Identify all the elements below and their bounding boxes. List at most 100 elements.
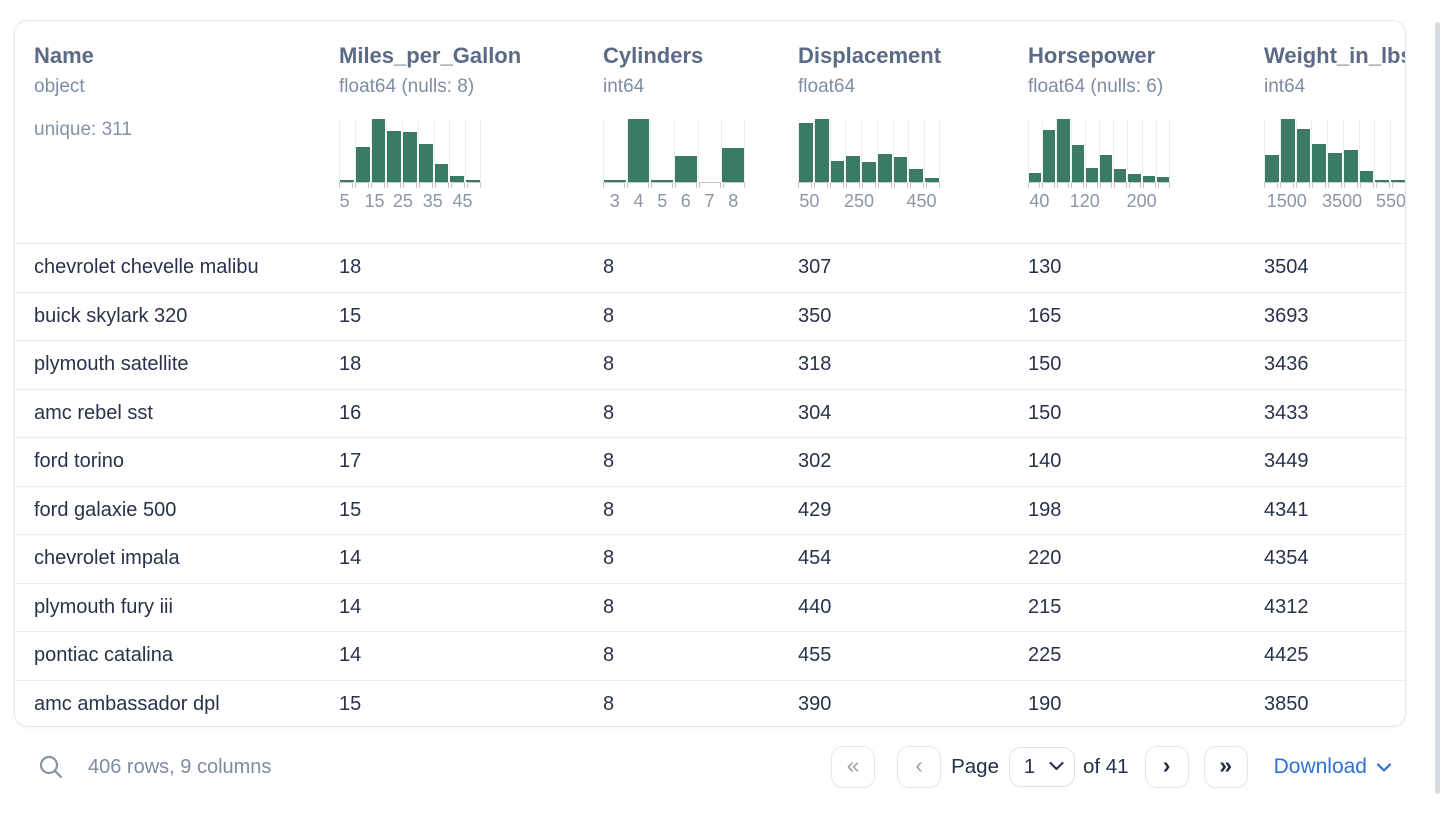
table-cell: 8 xyxy=(603,498,615,521)
histogram-tick-bracket xyxy=(814,182,828,188)
table-cell: 8 xyxy=(603,692,615,715)
histogram-tick-label: 4 xyxy=(633,191,644,211)
histogram-tick-bracket xyxy=(627,182,649,188)
table-cell: ford torino xyxy=(34,450,125,473)
row-column-count: 406 rows, 9 columns xyxy=(88,755,272,778)
table-cell: 150 xyxy=(1028,353,1062,376)
histogram-tick-label: 5 xyxy=(657,191,668,211)
histogram-tick-label: 50 xyxy=(799,191,820,211)
table-cell: 318 xyxy=(798,353,832,376)
histogram-gridline xyxy=(1127,119,1129,182)
table-cell: 3850 xyxy=(1264,692,1309,715)
histogram-bar xyxy=(1280,119,1295,182)
chevron-down-icon xyxy=(1049,758,1064,776)
column-dtype: object xyxy=(34,76,85,97)
histogram-gridline xyxy=(1327,119,1329,182)
histogram-bar xyxy=(1296,129,1311,182)
search-icon[interactable] xyxy=(38,754,64,780)
histogram-gridline xyxy=(813,119,815,182)
histogram-bar xyxy=(1085,168,1098,182)
vertical-scrollbar[interactable] xyxy=(1435,22,1440,794)
histogram-tick-label: 8 xyxy=(728,191,739,211)
table-cell: 455 xyxy=(798,644,832,667)
histogram-tick-bracket xyxy=(1114,182,1127,188)
table-cell: pontiac catalina xyxy=(34,644,173,667)
histogram-tick-label: 25 xyxy=(392,191,413,211)
histogram-tick-label: 450 xyxy=(906,191,937,211)
table-cell: plymouth satellite xyxy=(34,353,189,376)
histogram-tick-label: 200 xyxy=(1126,191,1157,211)
histogram-tick-bracket xyxy=(1100,182,1113,188)
table-cell: 14 xyxy=(339,547,362,570)
histogram-bar xyxy=(434,164,449,182)
table-cell: 4425 xyxy=(1264,644,1309,667)
histogram-bar xyxy=(418,144,433,182)
table-cell: 15 xyxy=(339,498,362,521)
last-page-button[interactable]: » xyxy=(1203,746,1248,788)
histogram-axis xyxy=(1028,182,1171,188)
histogram-gridline xyxy=(1169,119,1170,182)
histogram-tick-bracket xyxy=(403,182,417,188)
download-label: Download xyxy=(1273,755,1367,778)
column-header-weight_in_lbs: Weight_in_lbs int64 1500 3500 5500 xyxy=(1264,21,1406,213)
histogram-gridline xyxy=(1084,119,1086,182)
table-cell: 440 xyxy=(798,595,832,618)
histogram-gridline xyxy=(354,119,356,182)
table-cell: 8 xyxy=(603,644,615,667)
table-cell: 220 xyxy=(1028,547,1062,570)
histogram-tick-label: 40 xyxy=(1029,191,1050,211)
histogram-tick-bracket xyxy=(435,182,449,188)
table-cell: 16 xyxy=(339,401,362,424)
histogram-tick-bracket xyxy=(926,182,940,188)
table-body: chevrolet chevelle malibu 18 8 307 130 3504 bu… xyxy=(15,243,1405,727)
first-page-button[interactable]: « xyxy=(831,746,876,788)
histogram-gridline xyxy=(721,119,723,182)
table-row: amc rebel sst 16 8 304 150 3433 xyxy=(15,388,1405,438)
histogram-bar xyxy=(862,162,876,182)
histogram-gridline xyxy=(674,119,675,182)
histogram-tick-bracket xyxy=(1143,182,1156,188)
column-title: Name xyxy=(34,43,94,68)
histogram-bar xyxy=(466,180,480,182)
histogram-bar xyxy=(371,119,386,182)
download-button[interactable]: Download xyxy=(1274,755,1392,779)
table-cell: 8 xyxy=(603,256,615,279)
histogram-plot xyxy=(339,119,481,182)
histogram-tick-label: 250 xyxy=(844,191,875,211)
table-row: amc ambassador dpl 15 8 390 190 3850 xyxy=(15,679,1405,727)
previous-page-button[interactable]: ‹ xyxy=(897,746,942,788)
table-cell: 3693 xyxy=(1264,304,1309,327)
histogram-tick-bracket xyxy=(1028,182,1041,188)
histogram-gridline xyxy=(1113,119,1115,182)
next-page-button[interactable]: › xyxy=(1144,746,1189,788)
table-cell: 17 xyxy=(339,450,362,473)
histogram-tick-label: 45 xyxy=(452,191,473,211)
histogram-tick-bracket xyxy=(1280,182,1294,188)
histogram-bar xyxy=(1265,155,1279,182)
table-cell: 304 xyxy=(798,401,832,424)
table-cell: 18 xyxy=(339,353,362,376)
histogram-tick-bracket xyxy=(862,182,876,188)
column-header-cylinders: Cylinders int64 3 4 5 6 7 8 xyxy=(603,21,798,213)
histogram-tick-label: 15 xyxy=(364,191,385,211)
histogram-bar xyxy=(830,161,845,182)
table-cell: 18 xyxy=(339,256,362,279)
histogram-tick-bracket xyxy=(675,182,697,188)
page-select[interactable]: 1 xyxy=(1008,747,1075,787)
histogram-gridline xyxy=(1358,119,1360,182)
histogram-tick-bracket xyxy=(603,182,625,188)
table-row: ford galaxie 500 15 8 429 198 4341 xyxy=(15,485,1405,535)
table-footer: 406 rows, 9 columns « ‹ Page 1 of 41 › »… xyxy=(14,734,1406,800)
column-histogram-miles_per_gallon: 5 15 25 35 45 xyxy=(339,119,481,213)
histogram-gridline xyxy=(603,119,604,182)
histogram-gridline xyxy=(1374,119,1376,182)
table-cell: 215 xyxy=(1028,595,1062,618)
histogram-gridline xyxy=(1405,119,1406,182)
histogram-tick-bracket xyxy=(1312,182,1326,188)
histogram-bar xyxy=(1100,155,1113,182)
table-cell: 429 xyxy=(798,498,832,521)
table-cell: 8 xyxy=(603,401,615,424)
column-dtype: int64 xyxy=(603,76,645,97)
table-header: Name object unique: 311 Miles_per_Gallon flo… xyxy=(15,21,1405,243)
histogram-tick-label: 3500 xyxy=(1322,191,1363,211)
